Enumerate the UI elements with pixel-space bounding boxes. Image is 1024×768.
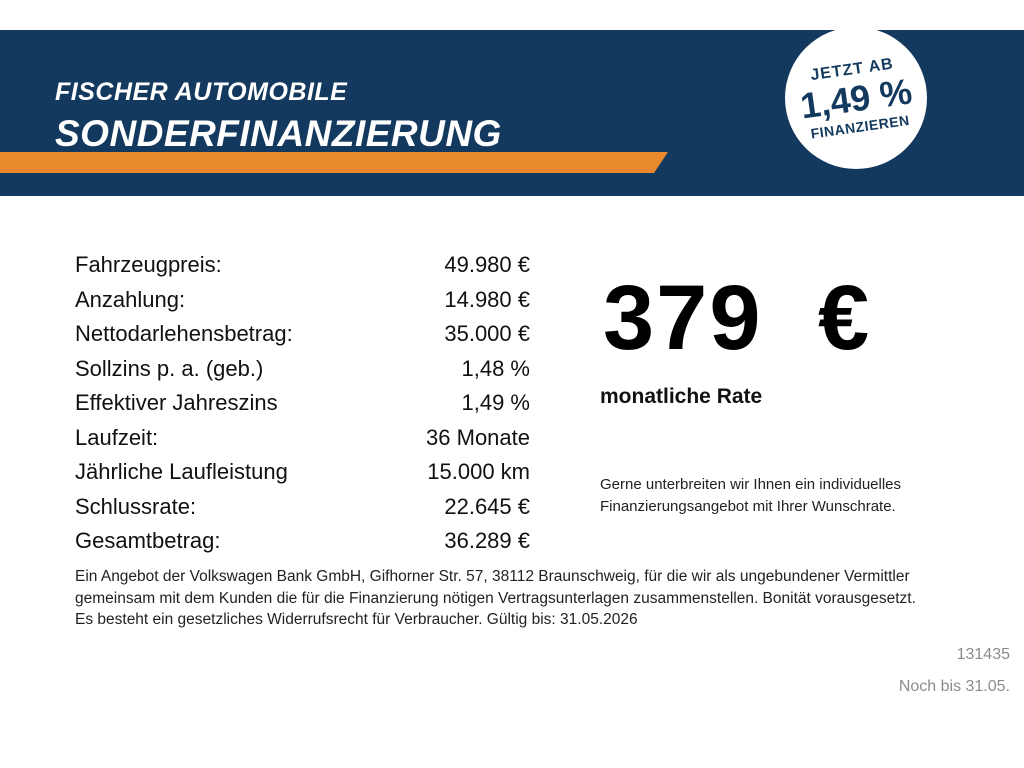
monthly-rate-caption: monatliche Rate <box>600 385 763 408</box>
row-label: Sollzins p. a. (geb.) <box>75 355 264 381</box>
offer-note: Gerne unterbreiten wir Ihnen ein individ… <box>600 476 902 515</box>
orange-accent-bar <box>0 152 668 173</box>
row-label: Anzahlung: <box>75 286 186 312</box>
table-row: Laufzeit: 36 Monate <box>75 421 530 456</box>
table-row: Sollzins p. a. (geb.) 1,48 % <box>75 352 530 387</box>
row-value: 36 Monate <box>426 424 530 450</box>
table-row: Jährliche Laufleistung 15.000 km <box>75 455 530 490</box>
monthly-rate-amount: 379 € <box>603 267 872 369</box>
row-label: Schlussrate: <box>75 493 197 519</box>
rate-badge-content: JETZT AB 1,49 % FINANZIEREN <box>795 54 916 142</box>
table-row: Schlussrate: 22.645 € <box>75 490 530 525</box>
table-row: Nettodarlehensbetrag: 35.000 € <box>75 317 530 352</box>
table-row: Fahrzeugpreis: 49.980 € <box>75 248 530 283</box>
row-value: 14.980 € <box>444 286 530 312</box>
table-row: Effektiver Jahreszins 1,49 % <box>75 386 530 421</box>
table-row: Anzahlung: 14.980 € <box>75 283 530 318</box>
row-value: 15.000 km <box>427 459 530 485</box>
row-value: 1,48 % <box>461 355 531 381</box>
row-label: Laufzeit: <box>75 424 159 450</box>
dealer-name: FISCHER AUTOMOBILE <box>55 78 348 106</box>
row-label: Nettodarlehensbetrag: <box>75 321 293 347</box>
header-banner: FISCHER AUTOMOBILE SONDERFINANZIERUNG JE… <box>0 27 1024 196</box>
offer-id: 131435 <box>956 646 1010 663</box>
row-label: Jährliche Laufleistung <box>75 459 288 485</box>
row-value: 22.645 € <box>444 493 530 519</box>
row-label: Effektiver Jahreszins <box>75 390 278 416</box>
financing-table: Fahrzeugpreis: 49.980 € Anzahlung: 14.98… <box>75 248 530 559</box>
campaign-title: SONDERFINANZIERUNG <box>55 113 502 154</box>
rate-badge: JETZT AB 1,49 % FINANZIEREN <box>785 27 927 169</box>
legal-disclaimer: Ein Angebot der Volkswagen Bank GmbH, Gi… <box>75 568 916 629</box>
row-label: Gesamtbetrag: <box>75 528 221 554</box>
validity-note: Noch bis 31.05. <box>898 678 1010 695</box>
row-value: 35.000 € <box>444 321 530 347</box>
row-label: Fahrzeugpreis: <box>75 252 222 278</box>
table-row: Gesamtbetrag: 36.289 € <box>75 524 530 559</box>
row-value: 36.289 € <box>444 528 530 554</box>
row-value: 49.980 € <box>444 252 530 278</box>
row-value: 1,49 % <box>461 390 531 416</box>
